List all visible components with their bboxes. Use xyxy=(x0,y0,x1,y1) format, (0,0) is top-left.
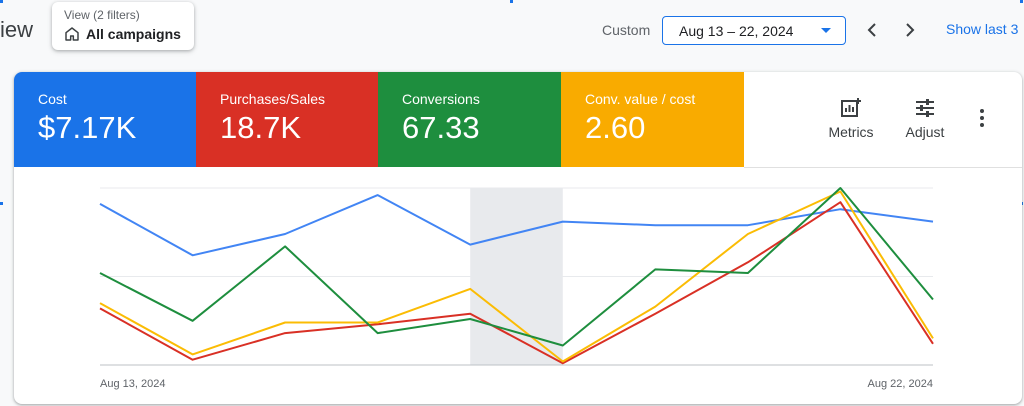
dropdown-caret-icon xyxy=(821,28,831,33)
metric-tile-purchases[interactable]: Purchases/Sales 18.7K xyxy=(196,72,378,167)
metric-label: Conv. value / cost xyxy=(585,91,696,107)
view-filter-caption: View (2 filters) xyxy=(64,8,140,22)
series-line-1 xyxy=(99,201,934,365)
previous-period-button[interactable] xyxy=(858,16,886,44)
adjust-button[interactable]: Adjust xyxy=(898,98,952,140)
series-line-3 xyxy=(99,187,934,347)
metric-value: 18.7K xyxy=(220,110,302,145)
metric-tile-cost[interactable]: Cost $7.17K xyxy=(14,72,196,167)
performance-card: Cost $7.17K Purchases/Sales 18.7K Conver… xyxy=(14,72,1022,404)
show-last-period-link[interactable]: Show last 3 xyxy=(946,21,1019,37)
view-filter-button[interactable]: View (2 filters) All campaigns xyxy=(52,2,194,50)
metric-label: Cost xyxy=(38,91,67,107)
metric-value: 2.60 xyxy=(585,110,646,145)
adjust-button-label: Adjust xyxy=(905,124,945,140)
home-icon xyxy=(65,27,79,41)
date-range-type: Custom xyxy=(602,22,651,38)
next-period-button[interactable] xyxy=(896,16,924,44)
more-options-button[interactable] xyxy=(978,108,986,133)
metric-label: Purchases/Sales xyxy=(220,91,326,107)
top-bar: iew View (2 filters) All campaigns Custo… xyxy=(0,0,1024,62)
metric-tile-conversions[interactable]: Conversions 67.33 xyxy=(378,72,561,167)
metric-value: 67.33 xyxy=(402,110,480,145)
x-tick-label: Aug 22, 2024 xyxy=(868,378,933,390)
date-range-picker[interactable]: Aug 13 – 22, 2024 xyxy=(662,16,846,45)
selection-marker xyxy=(510,0,513,3)
series-line-0 xyxy=(99,194,934,257)
metrics-button-label: Metrics xyxy=(828,124,874,140)
adjust-icon xyxy=(916,99,934,117)
selection-marker xyxy=(0,0,3,3)
tile-divider xyxy=(744,167,1022,168)
series-line-2 xyxy=(99,190,934,363)
x-tick-label: Aug 13, 2024 xyxy=(100,378,165,390)
chevron-left-icon xyxy=(867,23,876,37)
selection-marker xyxy=(1020,0,1023,3)
metrics-icon xyxy=(841,98,861,117)
performance-line-chart: Aug 13, 2024 Aug 22, 2024 xyxy=(99,187,934,390)
date-range-text: Aug 13 – 22, 2024 xyxy=(679,23,794,39)
selection-marker xyxy=(0,202,3,205)
metric-value: $7.17K xyxy=(38,110,137,145)
chevron-right-icon xyxy=(906,23,915,37)
view-filter-label: All campaigns xyxy=(86,26,181,42)
page-title: iew xyxy=(0,17,34,42)
metric-tile-conv-value-cost[interactable]: Conv. value / cost 2.60 xyxy=(561,72,744,167)
more-vert-icon xyxy=(980,109,984,127)
metrics-button[interactable]: Metrics xyxy=(822,98,880,140)
metric-label: Conversions xyxy=(402,91,480,107)
